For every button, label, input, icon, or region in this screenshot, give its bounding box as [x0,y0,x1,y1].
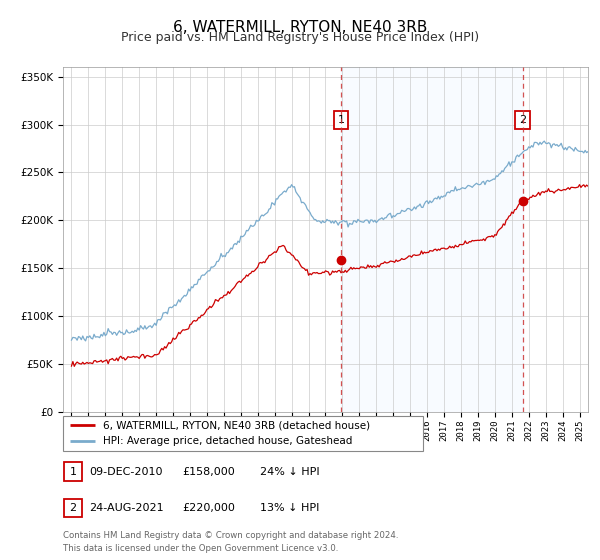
Text: 24% ↓ HPI: 24% ↓ HPI [260,466,319,477]
Text: £158,000: £158,000 [182,466,235,477]
FancyBboxPatch shape [64,463,82,480]
Text: 6, WATERMILL, RYTON, NE40 3RB (detached house): 6, WATERMILL, RYTON, NE40 3RB (detached … [103,421,370,431]
Bar [341,67,523,412]
Text: 13% ↓ HPI: 13% ↓ HPI [260,503,319,513]
Text: 09-DEC-2010: 09-DEC-2010 [89,466,162,477]
Text: 2: 2 [70,503,76,513]
Text: 1: 1 [70,466,76,477]
FancyBboxPatch shape [64,499,82,517]
Text: Contains HM Land Registry data © Crown copyright and database right 2024.
This d: Contains HM Land Registry data © Crown c… [63,531,398,553]
Text: Price paid vs. HM Land Registry's House Price Index (HPI): Price paid vs. HM Land Registry's House … [121,31,479,44]
Text: 24-AUG-2021: 24-AUG-2021 [89,503,163,513]
Text: 2: 2 [519,115,526,125]
Text: HPI: Average price, detached house, Gateshead: HPI: Average price, detached house, Gate… [103,436,352,446]
Text: 1: 1 [338,115,344,125]
Text: 6, WATERMILL, RYTON, NE40 3RB: 6, WATERMILL, RYTON, NE40 3RB [173,20,427,35]
FancyBboxPatch shape [63,416,423,451]
Text: £220,000: £220,000 [182,503,235,513]
